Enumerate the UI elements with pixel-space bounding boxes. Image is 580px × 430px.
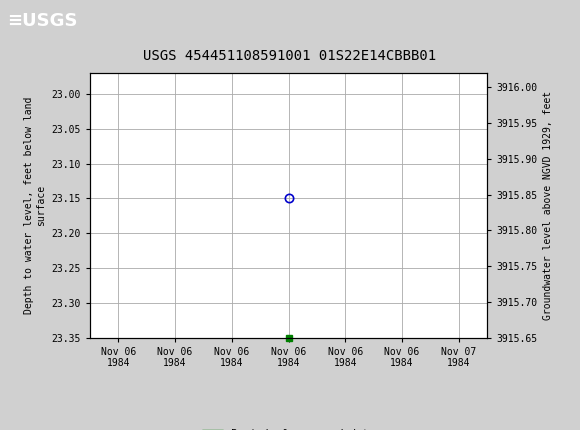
Y-axis label: Depth to water level, feet below land
surface: Depth to water level, feet below land su… — [24, 97, 46, 314]
Legend: Period of approved data: Period of approved data — [198, 425, 379, 430]
Text: USGS 454451108591001 01S22E14CBBB01: USGS 454451108591001 01S22E14CBBB01 — [143, 49, 437, 63]
Y-axis label: Groundwater level above NGVD 1929, feet: Groundwater level above NGVD 1929, feet — [543, 91, 553, 320]
Text: ≡USGS: ≡USGS — [7, 12, 78, 30]
